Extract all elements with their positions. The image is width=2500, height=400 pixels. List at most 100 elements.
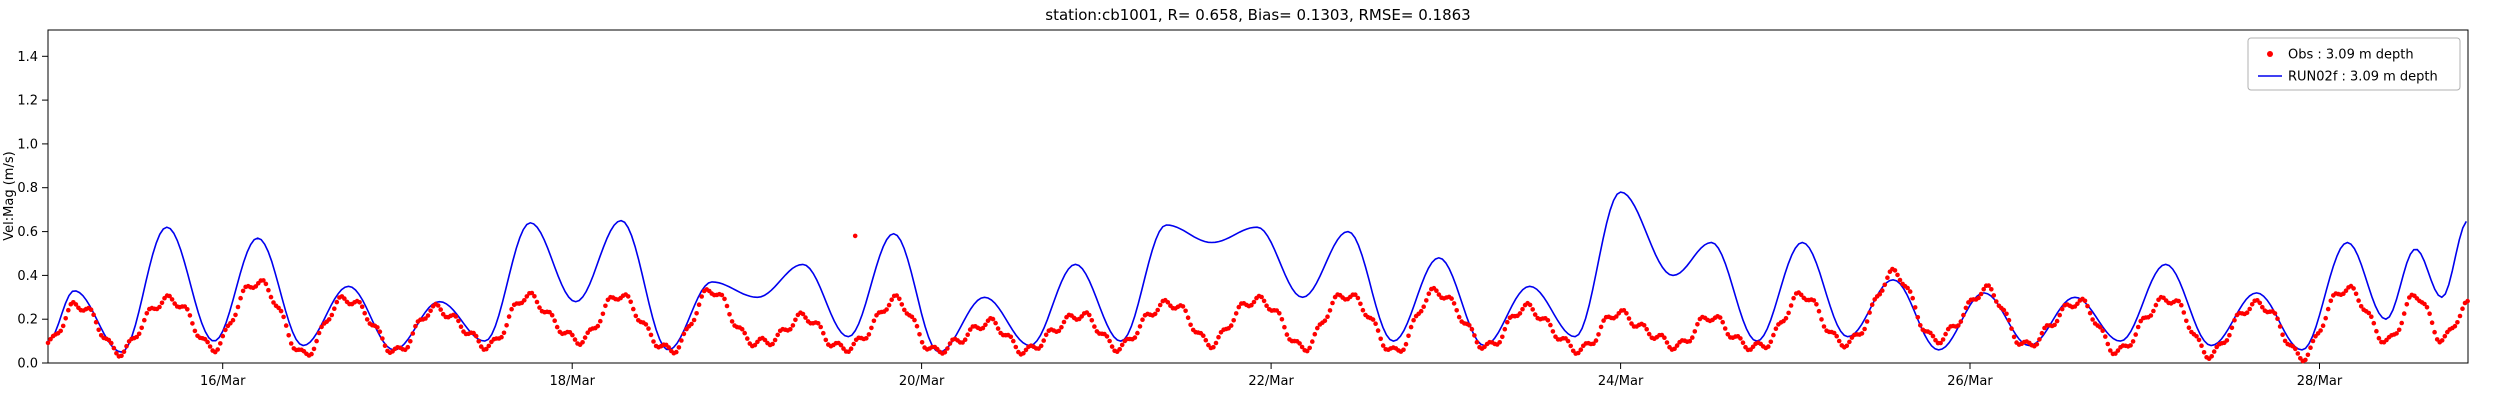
obs-point bbox=[473, 333, 479, 339]
obs-point bbox=[2293, 346, 2298, 352]
obs-point bbox=[2343, 288, 2349, 294]
obs-point bbox=[894, 293, 899, 298]
obs-point bbox=[724, 303, 730, 309]
obs-point bbox=[775, 332, 780, 338]
x-tick-label: 22/Mar bbox=[1248, 374, 1294, 389]
obs-point bbox=[1360, 307, 1366, 313]
obs-point bbox=[582, 335, 588, 340]
obs-point bbox=[2011, 334, 2017, 340]
obs-point bbox=[218, 341, 223, 346]
obs-point bbox=[1695, 322, 1700, 327]
obs-point bbox=[73, 302, 79, 307]
obs-point bbox=[453, 314, 459, 319]
obs-point bbox=[1905, 285, 1910, 291]
y-tick-label: 0.2 bbox=[17, 313, 38, 328]
obs-point bbox=[1545, 318, 1551, 323]
obs-point bbox=[699, 294, 704, 299]
obs-point bbox=[1928, 330, 1933, 336]
obs-point bbox=[1783, 316, 1789, 321]
obs-point bbox=[1897, 277, 1903, 283]
obs-point bbox=[1155, 307, 1160, 313]
obs-point bbox=[506, 314, 512, 319]
obs-point bbox=[2366, 310, 2372, 316]
obs-point bbox=[276, 305, 281, 311]
obs-point bbox=[2232, 318, 2237, 323]
obs-point bbox=[884, 307, 889, 312]
obs-point bbox=[676, 345, 682, 350]
obs-point bbox=[1565, 338, 1571, 344]
obs-point bbox=[1687, 338, 1693, 344]
obs-point bbox=[1228, 323, 1234, 328]
obs-point bbox=[838, 342, 844, 348]
obs-point bbox=[1152, 311, 1158, 317]
obs-point bbox=[60, 323, 66, 329]
obs-point bbox=[532, 294, 537, 299]
obs-point bbox=[1819, 317, 1824, 322]
obs-point bbox=[914, 323, 920, 329]
obs-point bbox=[1183, 308, 1188, 314]
obs-point bbox=[1517, 311, 1523, 316]
obs-point bbox=[2052, 322, 2057, 328]
obs-point bbox=[818, 324, 823, 330]
obs-point bbox=[1421, 304, 1426, 310]
obs-point bbox=[2295, 351, 2301, 356]
obs-point bbox=[2249, 302, 2255, 307]
obs-point bbox=[2138, 318, 2143, 324]
obs-point bbox=[1717, 315, 1723, 320]
obs-outlier-point bbox=[852, 233, 858, 239]
obs-point bbox=[167, 293, 172, 299]
obs-point bbox=[456, 318, 461, 324]
obs-point bbox=[1867, 310, 1872, 315]
x-tick-label: 18/Mar bbox=[549, 374, 595, 389]
obs-point bbox=[2057, 312, 2062, 318]
obs-point bbox=[869, 325, 874, 331]
obs-point bbox=[625, 294, 631, 299]
obs-point bbox=[1454, 308, 1459, 313]
obs-point bbox=[1791, 295, 1796, 301]
obs-point bbox=[476, 339, 482, 344]
obs-point bbox=[2105, 341, 2111, 347]
obs-point bbox=[220, 333, 226, 339]
obs-point bbox=[648, 332, 654, 338]
obs-point bbox=[1358, 301, 1363, 307]
obs-point bbox=[357, 300, 362, 305]
obs-point bbox=[2128, 343, 2133, 348]
obs-point bbox=[2211, 349, 2217, 354]
obs-point bbox=[223, 327, 228, 333]
obs-point bbox=[1434, 288, 1439, 294]
obs-point bbox=[1831, 330, 1837, 336]
obs-point bbox=[729, 319, 735, 324]
obs-point bbox=[66, 307, 71, 313]
obs-point bbox=[980, 325, 986, 331]
obs-point bbox=[2272, 311, 2278, 316]
obs-point bbox=[233, 312, 238, 318]
obs-point bbox=[2004, 311, 2009, 317]
obs-point bbox=[681, 331, 687, 337]
obs-point bbox=[504, 323, 509, 328]
obs-point bbox=[2341, 291, 2346, 297]
obs-point bbox=[1500, 334, 1505, 340]
obs-point bbox=[235, 304, 241, 310]
obs-point bbox=[48, 336, 53, 342]
obs-point bbox=[144, 311, 150, 316]
y-tick-label: 0.8 bbox=[17, 181, 38, 196]
obs-point bbox=[1895, 272, 1900, 278]
obs-point bbox=[169, 297, 175, 302]
obs-point bbox=[983, 322, 988, 328]
obs-point bbox=[380, 336, 385, 341]
obs-point bbox=[329, 312, 335, 318]
obs-point bbox=[2034, 342, 2040, 347]
obs-point bbox=[1771, 332, 1776, 338]
obs-point bbox=[93, 319, 99, 325]
obs-point bbox=[342, 296, 347, 301]
obs-point bbox=[509, 306, 514, 312]
obs-point bbox=[228, 321, 233, 326]
obs-point bbox=[240, 288, 246, 294]
obs-point bbox=[2325, 306, 2331, 312]
obs-point bbox=[793, 317, 798, 323]
obs-point bbox=[851, 341, 856, 347]
obs-point bbox=[1411, 317, 1416, 323]
obs-point bbox=[2369, 314, 2374, 320]
obs-point bbox=[1907, 289, 1913, 294]
